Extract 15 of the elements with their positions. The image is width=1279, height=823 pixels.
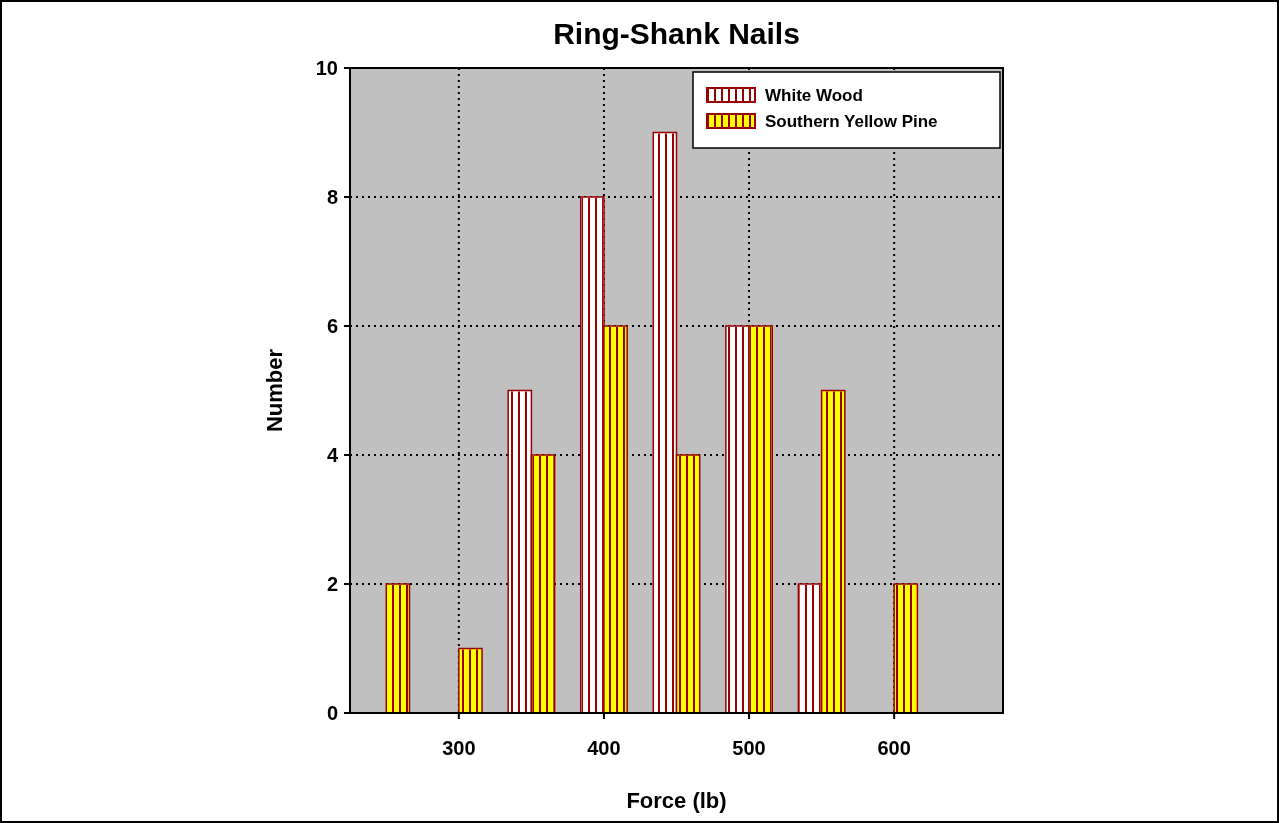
y-tick-label: 10 [315,57,338,79]
legend-label: White Wood [765,85,863,105]
x-tick-label: 400 [587,737,621,759]
chart-title: Ring-Shank Nails [553,17,800,50]
x-tick-label: 600 [877,737,911,759]
x-tick-label: 300 [442,737,476,759]
y-axis-title: Number [262,348,287,433]
y-tick-label: 4 [326,444,339,466]
y-tick-label: 0 [326,702,338,724]
y-tick-label: 6 [326,315,338,337]
legend-label: Southern Yellow Pine [765,111,938,131]
y-tick-label: 8 [326,186,338,208]
x-axis-title: Force (lb) [626,788,727,813]
y-tick-label: 2 [326,573,338,595]
x-tick-label: 500 [732,737,766,759]
